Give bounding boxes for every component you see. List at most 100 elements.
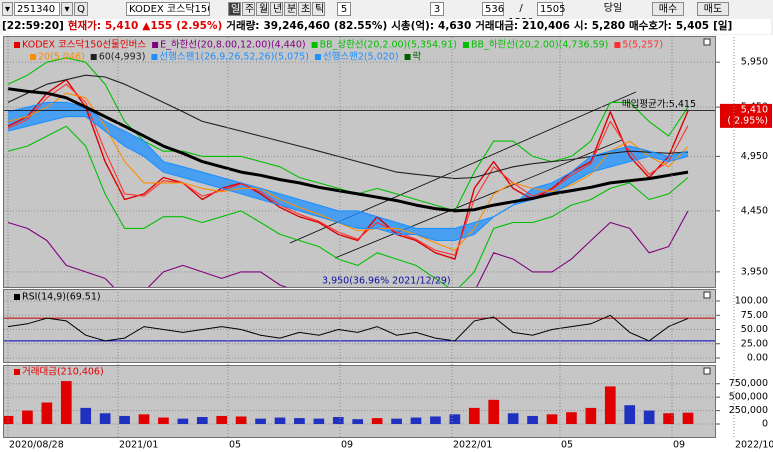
- legend-swatch: [311, 42, 318, 48]
- period-button[interactable]: 월: [256, 2, 269, 16]
- y-tick-label: 750,000: [729, 378, 768, 389]
- today-checkbox[interactable]: 당일: [603, 3, 623, 14]
- legend-label: 락: [413, 51, 422, 63]
- volume-bar: [138, 414, 150, 424]
- volume-bar: [624, 405, 636, 424]
- period-button[interactable]: 틱: [312, 2, 325, 16]
- legend-swatch: [404, 54, 411, 60]
- x-tick-label: 05: [229, 440, 241, 451]
- tick-field[interactable]: 3: [430, 2, 444, 16]
- volume-bar: [546, 414, 558, 424]
- rsi-panel: [3, 289, 716, 363]
- status-item: 시:: [573, 20, 588, 32]
- y-tick-label: 0: [762, 419, 768, 430]
- volume-bar: [196, 417, 208, 424]
- period-button[interactable]: 년: [270, 2, 283, 16]
- avg-price-label: 매입평균가:5,415: [622, 98, 696, 110]
- status-item: 현재가:: [67, 20, 102, 32]
- y-tick-label: 4,450: [741, 205, 768, 216]
- volume-bar: [158, 417, 169, 424]
- sell-button[interactable]: 매도: [697, 2, 729, 16]
- volume-bar: [585, 407, 597, 424]
- volume-bar: [604, 386, 616, 424]
- period-button[interactable]: 주: [242, 2, 255, 16]
- status-item: [22:59:20]: [2, 20, 64, 32]
- x-tick-label: 2020/08/28: [9, 440, 64, 451]
- volume-bar: [527, 415, 538, 424]
- volume-bar: [4, 415, 14, 424]
- legend-label: 선행스팬2(5,020): [323, 51, 399, 63]
- legend-swatch: [14, 369, 20, 375]
- volume-bar: [643, 410, 655, 424]
- series-line: [7, 116, 689, 242]
- volume-bar: [294, 418, 305, 424]
- legend-label: 선행스팬1(26,9,26,52,26)(5,075): [159, 51, 309, 63]
- legend-label: BB_하한선(20,2.00)(4,736.59): [471, 39, 608, 51]
- current-price-box: [720, 103, 772, 128]
- panel-title: RSI(14,9)(69.51): [22, 292, 101, 303]
- status-item: 5,410: [105, 20, 139, 32]
- status-item: 거래대금:: [475, 20, 519, 32]
- count-field[interactable]: 536: [482, 2, 504, 16]
- y-tick-label: 3,950: [741, 266, 768, 277]
- y-tick-label: 0.00: [747, 353, 768, 364]
- search-button[interactable]: Q: [74, 2, 88, 16]
- volume-bar: [410, 417, 422, 424]
- code-input[interactable]: 251340: [14, 2, 60, 16]
- volume-bar: [352, 419, 364, 424]
- minute-field[interactable]: 5: [337, 2, 351, 16]
- status-item: (82.55%): [333, 20, 388, 32]
- volume-bar: [332, 417, 344, 424]
- legend-swatch: [314, 54, 321, 60]
- legend-label: KODEX 코스닥150선물인버스: [22, 40, 146, 51]
- y-tick-label: 4,950: [741, 151, 768, 162]
- status-bar: [22:59:20] 현재가: 5,410 ▲155 (2.95%) 거래량: 39,246…: [2, 19, 771, 34]
- volume-bar: [566, 412, 577, 424]
- volume-bar: [22, 410, 33, 424]
- panel-icon[interactable]: [703, 367, 711, 375]
- volume-bar: [391, 418, 402, 424]
- volume-bar: [99, 413, 111, 424]
- x-tick-label: 09: [673, 440, 685, 451]
- panel-icons[interactable]: [703, 38, 711, 375]
- x-tick-label: 05: [561, 440, 573, 451]
- y-tick-label: 250,000: [729, 405, 768, 416]
- x-tick-label: 2021/01: [119, 440, 158, 451]
- period-button[interactable]: 일: [228, 2, 241, 16]
- legend-swatch: [30, 54, 36, 60]
- volume-bar: [235, 416, 247, 424]
- legend-swatch: [462, 42, 469, 48]
- legend-swatch: [614, 42, 621, 48]
- menu-button[interactable]: ▾: [2, 2, 13, 16]
- name-field[interactable]: KODEX 코스닥150선: [126, 2, 210, 16]
- dropdown[interactable]: ▾: [61, 2, 73, 16]
- volume-bar: [682, 412, 694, 424]
- x-tick-label: 2022/01: [453, 440, 492, 451]
- volume-bar: [507, 413, 519, 424]
- status-item: ▲155: [142, 20, 173, 32]
- panel-icon[interactable]: [703, 38, 711, 46]
- period-button[interactable]: 분: [284, 2, 297, 16]
- status-item: 거래량:: [226, 20, 260, 32]
- status-item: 39,246,460: [263, 20, 330, 32]
- series-line: [7, 87, 689, 213]
- low-annotation: 3,950(36.96% 2021/12/29): [322, 276, 451, 287]
- volume-bar: [41, 402, 53, 424]
- x-tick-label: 2022/10/18: [735, 440, 773, 451]
- series-line: [7, 125, 689, 287]
- status-item: 시총(억):: [391, 20, 435, 32]
- shown-field[interactable]: 1505: [537, 2, 565, 16]
- series-line: [7, 92, 689, 251]
- volume-bar: [449, 414, 461, 424]
- legend-swatch: [90, 54, 97, 60]
- rsi-line: [7, 314, 689, 342]
- current-price-change: ( 2.95%): [727, 115, 768, 126]
- panel-icon[interactable]: [703, 291, 711, 299]
- status-item: 210,406: [522, 20, 570, 32]
- status-item: (2.95%): [176, 20, 223, 32]
- period-button[interactable]: 초: [298, 2, 311, 16]
- volume-bar: [255, 418, 266, 424]
- buy-button[interactable]: 매수: [652, 2, 684, 16]
